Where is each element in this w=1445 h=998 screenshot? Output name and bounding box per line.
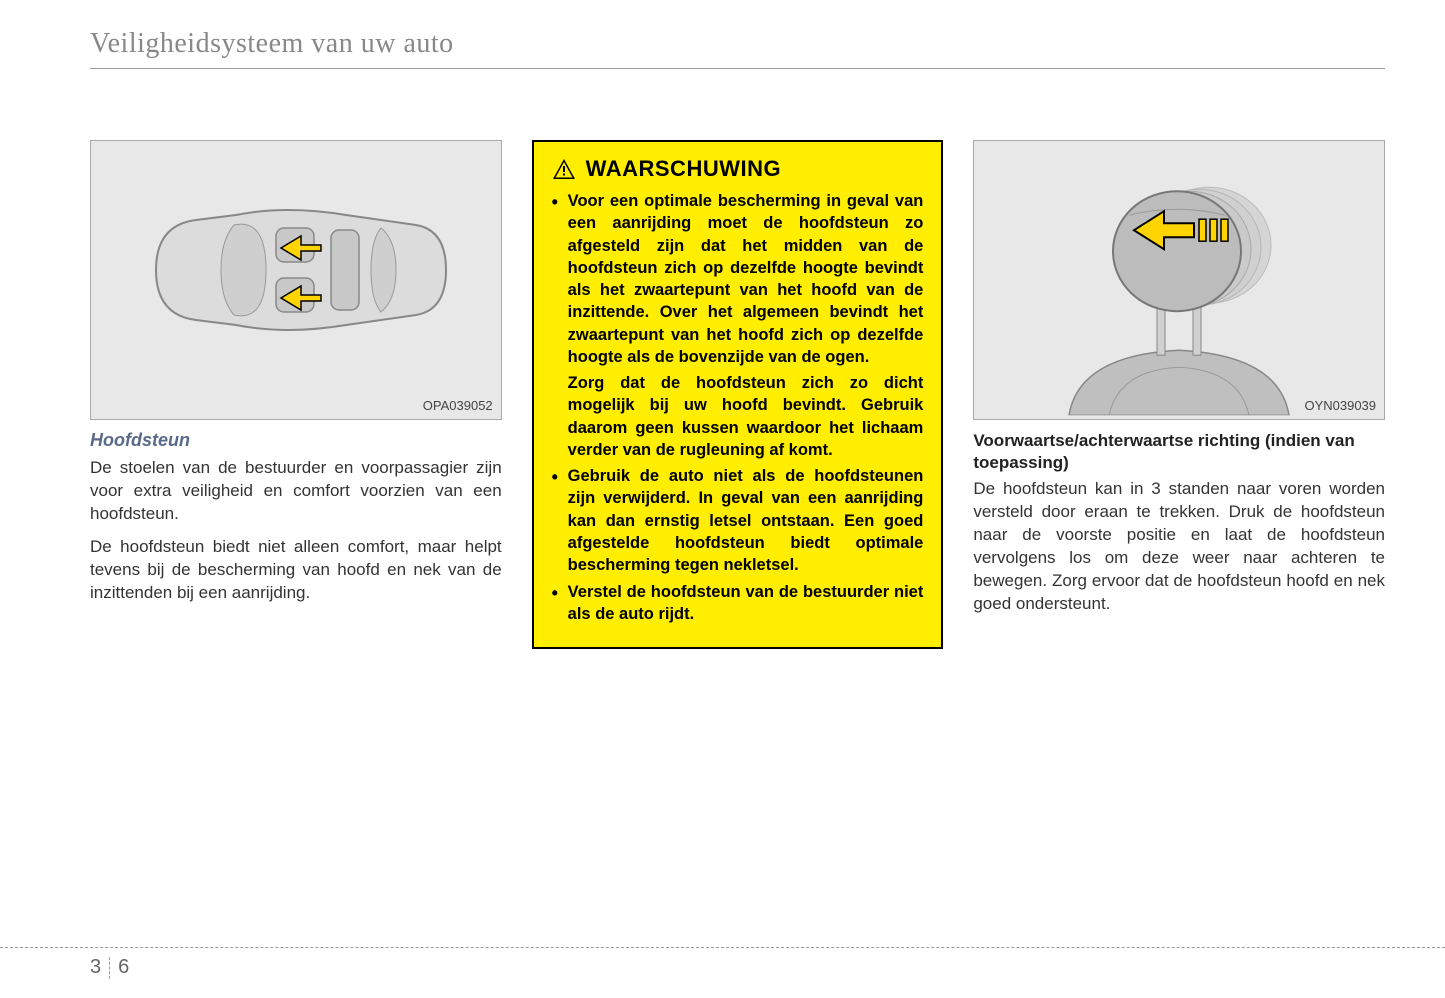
- warning-list: Voor een optimale bescherming in geval v…: [552, 190, 924, 625]
- paragraph: De stoelen van de bestuurder en voorpass…: [90, 457, 502, 526]
- warning-title: WAARSCHUWING: [586, 156, 781, 182]
- subheading-forward-backward: Voorwaartse/achterwaartse richting (indi…: [973, 430, 1385, 474]
- paragraph: De hoofdsteun kan in 3 standen naar vore…: [973, 478, 1385, 616]
- warning-item: Voor een optimale bescherming in geval v…: [552, 190, 924, 368]
- section-title-hoofdsteun: Hoofdsteun: [90, 430, 502, 451]
- paragraph: De hoofdsteun biedt niet alleen comfort,…: [90, 536, 502, 605]
- column-1: OPA039052 Hoofdsteun De stoelen van de b…: [90, 140, 502, 649]
- page-number: 3 6: [90, 956, 129, 979]
- figure-code: OPA039052: [423, 398, 493, 413]
- page-number-value: 6: [118, 956, 129, 979]
- page-separator: [109, 957, 110, 979]
- figure-car-topview: OPA039052: [90, 140, 502, 420]
- warning-item: Zorg dat de hoofdsteun zich zo dicht mog…: [552, 372, 924, 461]
- warning-triangle-icon: [552, 158, 576, 180]
- page-header: Veiligheidsysteem van uw auto: [90, 28, 1385, 69]
- figure-code: OYN039039: [1304, 398, 1376, 413]
- content-columns: OPA039052 Hoofdsteun De stoelen van de b…: [90, 140, 1385, 649]
- car-topview-illustration: [126, 170, 466, 370]
- page-footer: 3 6: [0, 947, 1445, 958]
- warning-header: WAARSCHUWING: [552, 156, 924, 182]
- chapter-number: 3: [90, 956, 101, 979]
- figure-headrest: OYN039039: [973, 140, 1385, 420]
- warning-box: WAARSCHUWING Voor een optimale beschermi…: [532, 140, 944, 649]
- page-title: Veiligheidsysteem van uw auto: [90, 28, 1385, 60]
- column-2: WAARSCHUWING Voor een optimale beschermi…: [532, 140, 944, 649]
- warning-item: Verstel de hoofdsteun van de bestuurder …: [552, 581, 924, 626]
- warning-item: Gebruik de auto niet als de hoofdsteunen…: [552, 465, 924, 576]
- column-3: OYN039039 Voorwaartse/achterwaartse rich…: [973, 140, 1385, 649]
- headrest-illustration: [1009, 155, 1349, 415]
